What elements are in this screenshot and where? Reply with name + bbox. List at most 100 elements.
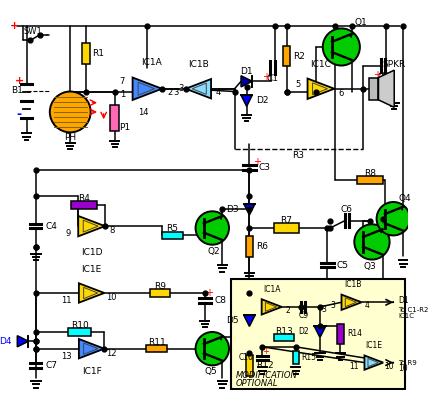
Text: -: - — [17, 108, 22, 121]
Text: D2: D2 — [298, 328, 309, 337]
Text: 2: 2 — [285, 306, 290, 315]
Bar — [275, 223, 299, 233]
Text: 4: 4 — [365, 301, 370, 311]
Polygon shape — [17, 336, 28, 347]
Text: IC1A: IC1A — [263, 285, 281, 294]
Text: R6: R6 — [256, 242, 268, 251]
Text: SW1: SW1 — [24, 27, 42, 36]
Text: 6: 6 — [338, 89, 344, 98]
Polygon shape — [349, 34, 353, 38]
Circle shape — [323, 28, 360, 65]
Text: 10: 10 — [398, 364, 408, 372]
Text: 3: 3 — [173, 88, 179, 97]
Circle shape — [196, 332, 229, 365]
Text: 13: 13 — [61, 351, 72, 361]
Polygon shape — [262, 299, 282, 315]
Polygon shape — [78, 216, 105, 236]
Text: 1: 1 — [120, 90, 125, 99]
Text: D4: D4 — [0, 337, 12, 346]
Text: Q4: Q4 — [399, 194, 411, 203]
Text: C5: C5 — [337, 261, 349, 269]
Bar — [283, 46, 290, 66]
Text: PH: PH — [64, 133, 76, 143]
Text: D3: D3 — [226, 205, 238, 214]
Polygon shape — [220, 216, 222, 220]
Bar — [146, 345, 167, 352]
Text: D2: D2 — [256, 96, 269, 105]
Text: IC1A: IC1A — [141, 58, 161, 67]
Text: 9: 9 — [66, 229, 71, 238]
Bar — [162, 232, 183, 239]
Text: +: + — [262, 347, 269, 356]
Text: C3: C3 — [259, 163, 271, 172]
Text: R7: R7 — [281, 216, 293, 225]
Text: C1: C1 — [266, 74, 278, 83]
Polygon shape — [220, 337, 222, 340]
Text: IC1D: IC1D — [81, 248, 103, 257]
Text: IC1E: IC1E — [366, 341, 382, 350]
Text: R3: R3 — [292, 151, 304, 160]
Text: 10: 10 — [384, 362, 393, 371]
Polygon shape — [314, 326, 326, 338]
Polygon shape — [380, 229, 383, 233]
Text: IC1F: IC1F — [82, 367, 102, 377]
Text: To R9: To R9 — [398, 360, 417, 366]
Text: C6: C6 — [341, 205, 353, 214]
Polygon shape — [341, 295, 362, 310]
Text: D1: D1 — [240, 67, 253, 76]
Text: R9: R9 — [154, 282, 166, 291]
Bar — [231, 279, 405, 389]
Text: 5: 5 — [295, 80, 300, 88]
Bar — [110, 105, 119, 131]
Text: R1: R1 — [93, 49, 105, 58]
Polygon shape — [241, 95, 252, 106]
Text: C7: C7 — [45, 361, 57, 370]
Text: IC1B: IC1B — [188, 60, 209, 69]
Text: 10: 10 — [106, 293, 116, 302]
Polygon shape — [401, 207, 403, 210]
Text: +: + — [10, 21, 19, 31]
Text: Q3: Q3 — [364, 263, 377, 271]
Text: C4: C4 — [45, 222, 57, 231]
Text: 2: 2 — [167, 88, 172, 97]
Text: 11: 11 — [62, 296, 72, 305]
Bar — [274, 334, 294, 341]
Text: +: + — [15, 76, 24, 86]
Text: Q1: Q1 — [354, 18, 367, 27]
Text: MODIFICATION: MODIFICATION — [236, 371, 297, 380]
Text: IC1C: IC1C — [311, 60, 331, 69]
Text: 8: 8 — [109, 226, 115, 235]
Text: To C1-R2: To C1-R2 — [398, 307, 428, 313]
Text: Q2: Q2 — [208, 247, 221, 256]
Polygon shape — [308, 78, 334, 99]
Text: R12: R12 — [256, 361, 274, 370]
Text: B1: B1 — [12, 86, 23, 95]
Text: 3: 3 — [331, 301, 336, 311]
Circle shape — [377, 202, 410, 236]
Circle shape — [50, 92, 91, 133]
Polygon shape — [79, 339, 104, 358]
Text: D5: D5 — [226, 316, 238, 325]
Bar — [357, 176, 383, 184]
Polygon shape — [133, 78, 162, 100]
Text: C9: C9 — [298, 311, 308, 320]
Bar — [68, 328, 91, 336]
Polygon shape — [365, 356, 383, 370]
Text: IC1E: IC1E — [82, 265, 102, 274]
Text: +: + — [253, 157, 261, 167]
Text: 7: 7 — [120, 77, 125, 86]
Text: 4: 4 — [215, 88, 221, 97]
Polygon shape — [241, 76, 252, 87]
Text: C8: C8 — [214, 296, 226, 305]
Text: 12: 12 — [106, 349, 116, 358]
Bar — [337, 324, 344, 344]
Text: C10: C10 — [238, 354, 253, 362]
Text: P1: P1 — [119, 123, 130, 132]
Bar — [82, 43, 90, 64]
Text: C2: C2 — [377, 72, 389, 81]
Polygon shape — [244, 315, 255, 326]
Text: Q5: Q5 — [204, 367, 217, 377]
Text: R11: R11 — [148, 338, 166, 347]
Text: R14: R14 — [347, 329, 362, 338]
Bar — [150, 289, 170, 297]
